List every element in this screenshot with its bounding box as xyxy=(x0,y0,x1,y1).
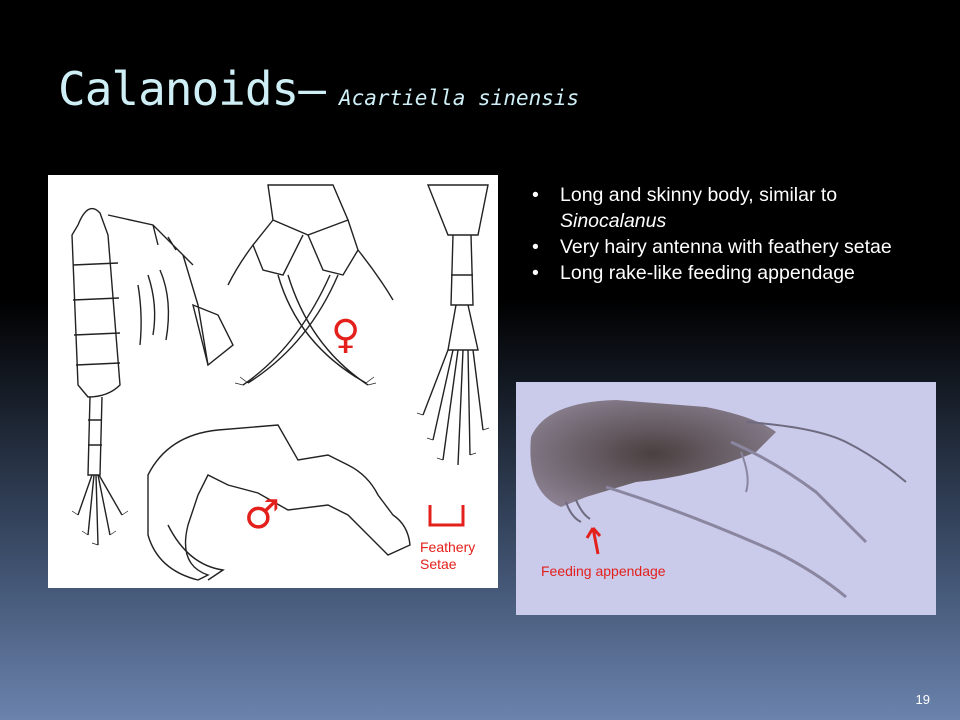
bullet-item: Long rake-like feeding appendage xyxy=(530,260,950,286)
bullet-text: Long and skinny body, similar to xyxy=(560,184,838,206)
copepod-drawing-svg xyxy=(71,184,490,581)
setae-label-line2: Setae xyxy=(420,556,457,572)
bullet-list: Long and skinny body, similar to Sinocal… xyxy=(530,182,950,286)
feeding-label: Feeding appendage xyxy=(541,563,666,579)
page-number: 19 xyxy=(915,692,930,707)
copepod-body-shape xyxy=(530,400,776,507)
title-main: Calanoids– xyxy=(58,62,326,116)
microscope-photo-svg xyxy=(516,382,936,615)
female-symbol: ♀ xyxy=(331,312,361,358)
copepod-drawing: ♀ ♂ Feathery Setae xyxy=(48,175,498,588)
body-outline xyxy=(71,207,121,398)
title-species: Acartiella sinensis xyxy=(338,86,580,110)
male-symbol: ♂ xyxy=(244,492,280,538)
bullet-emphasis: Sinocalanus xyxy=(560,210,667,232)
bullet-item: Very hairy antenna with feathery setae xyxy=(530,234,950,260)
bullet-item: Long and skinny body, similar to Sinocal… xyxy=(530,182,950,234)
bullet-text: Very hairy antenna with feathery setae xyxy=(560,236,892,258)
setae-bracket xyxy=(428,505,465,527)
microscope-photo: Feeding appendage xyxy=(516,382,936,615)
setae-label: Feathery Setae xyxy=(420,539,475,573)
bullet-text: Long rake-like feeding appendage xyxy=(560,262,855,284)
setae-label-line1: Feathery xyxy=(420,539,476,555)
slide-title: Calanoids– Acartiella sinensis xyxy=(58,62,579,116)
feeding-arrow xyxy=(585,527,602,555)
